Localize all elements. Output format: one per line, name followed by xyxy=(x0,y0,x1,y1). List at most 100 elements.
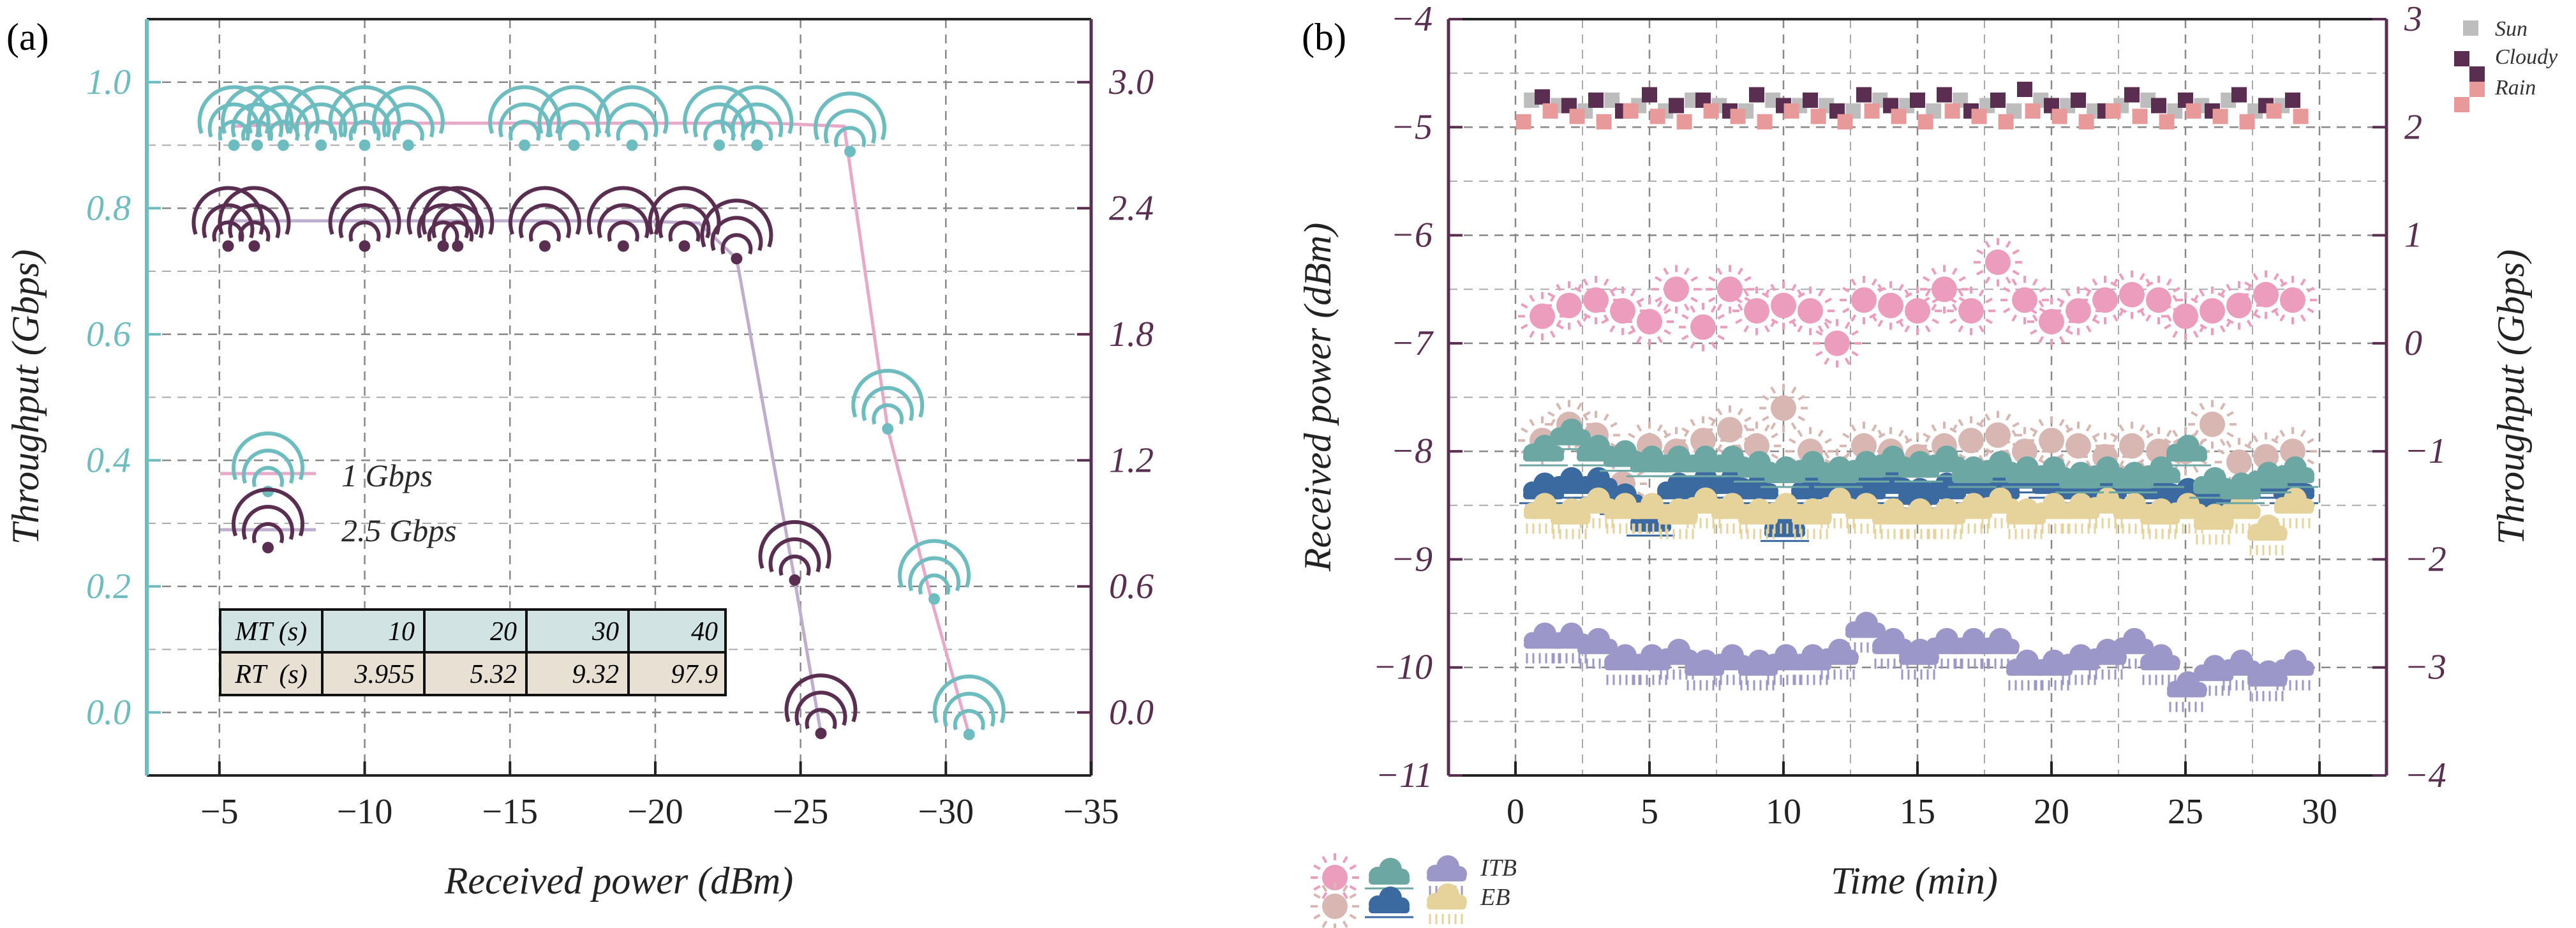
series-1gbps-point xyxy=(247,85,320,151)
legend-eb-label: EB xyxy=(1480,884,1510,911)
point-rain-itb xyxy=(1577,627,1618,669)
table-header-mt: MT (s) xyxy=(235,617,307,647)
throughput-cloudy-point xyxy=(1535,89,1550,105)
legend-2_5gbps-marker xyxy=(232,488,304,553)
panel-a-markers xyxy=(191,85,1006,740)
series-2_5gbps-point xyxy=(508,186,581,252)
throughput-rain-point xyxy=(1623,103,1639,119)
panel-b-ylabel-left: Received power (dBm) xyxy=(1297,223,1339,572)
panel-b-label: (b) xyxy=(1302,16,1346,58)
legend-rain-eb-glyph xyxy=(1427,883,1467,924)
panel-b-xtick-label: 10 xyxy=(1766,792,1801,832)
panel-a-xlabel: Received power (dBm) xyxy=(444,860,793,902)
panel-a-xtick-label: −20 xyxy=(627,792,683,832)
point-cloud-itb xyxy=(1546,418,1595,451)
series-1gbps-point xyxy=(328,85,401,151)
point-sun-itb xyxy=(2027,297,2076,346)
series-2_5gbps-point xyxy=(218,186,291,252)
point-sun-eb xyxy=(1759,384,1808,433)
point-rain-eb xyxy=(1631,493,1671,534)
series-2_5gbps-point xyxy=(758,520,831,586)
point-rain-itb xyxy=(1845,611,1886,653)
mt-rt-table: MT (s) 10 20 30 40 RT (s) 3.955 5.32 9.3… xyxy=(219,608,727,696)
throughput-rain-point xyxy=(1542,103,1558,119)
series-2_5gbps-point xyxy=(784,673,858,740)
panel-a-ytick-right-label: 3.0 xyxy=(1108,63,1154,102)
series-2_5gbps-point xyxy=(421,186,495,252)
point-rain-itb xyxy=(1872,627,1912,669)
panel-a-ytick-right-label: 1.2 xyxy=(1109,440,1154,480)
point-cloud-itb xyxy=(2270,456,2318,488)
panel-a-ytick-left-label: 0.8 xyxy=(86,188,131,228)
point-cloud-itb xyxy=(1921,445,1970,477)
legend-rain-swatch xyxy=(2469,82,2485,97)
throughput-cloudy-point xyxy=(1856,87,1872,103)
panel-b-ytick-left-label: −7 xyxy=(1390,324,1434,363)
panel-b-xlabel: Time (min) xyxy=(1831,860,1998,902)
point-rain-eb xyxy=(1524,493,1564,534)
series-2_5gbps-point xyxy=(700,198,773,265)
panel-b-ytick-right-label: −4 xyxy=(2404,756,2446,795)
panel-b-ytick-right-label: 0 xyxy=(2404,324,2422,363)
panel-b: (b) 0 5 10 15 20 25 30−11−10−9−8−7−6−5−4−4−3−2… xyxy=(1297,0,2558,928)
throughput-rain-point xyxy=(1515,114,1531,130)
panel-a-xtick-label: −25 xyxy=(773,792,829,832)
table-cell-rt-1 xyxy=(423,651,528,696)
panel-a-xtick-label: −15 xyxy=(482,792,538,832)
throughput-rain-point xyxy=(1891,109,1907,124)
panel-a-label: (a) xyxy=(6,16,49,58)
throughput-rain-point xyxy=(1783,103,1799,119)
throughput-rain-point xyxy=(1998,114,2014,130)
panel-a-xtick-label: −30 xyxy=(918,792,974,832)
panel-a-xtick-label: −5 xyxy=(200,792,239,832)
table-header-cell-rt xyxy=(219,651,324,696)
point-cloud-itb xyxy=(2163,435,2211,467)
series-2_5gbps-point xyxy=(648,186,721,252)
throughput-cloudy-point xyxy=(1910,92,1925,108)
table-mt-value: 20 xyxy=(490,617,517,647)
throughput-rain-point xyxy=(1757,114,1773,130)
point-sun-itb xyxy=(1598,287,1647,336)
series-2_5gbps-point xyxy=(328,186,401,252)
series-1gbps-point xyxy=(371,85,445,151)
throughput-cloudy-point xyxy=(1749,87,1764,103)
legend-rain-label: Rain xyxy=(2494,76,2536,100)
point-rain-eb xyxy=(2006,498,2046,539)
legend-rain-swatch xyxy=(2454,97,2469,112)
point-rain-itb xyxy=(1979,627,2020,669)
point-cloud-itb xyxy=(2136,456,2184,488)
throughput-rain-point xyxy=(2025,103,2041,119)
panel-b-ytick-left-label: −11 xyxy=(1375,756,1433,795)
throughput-rain-point xyxy=(2105,103,2121,119)
panel-b-ylabel-right: Throughput (Gbps) xyxy=(2490,250,2532,545)
throughput-rain-point xyxy=(1810,109,1826,124)
series-1gbps-point xyxy=(537,85,611,151)
point-sun-itb xyxy=(1652,265,1701,314)
panel-b-ytick-right-label: −2 xyxy=(2404,539,2446,579)
panel-a: (a) −5 −10 −15 −20 −25 −30 −35 0.0 0.2 0.4 0.6 0.8 1… xyxy=(4,16,1154,902)
panel-a-ytick-left-label: 0.4 xyxy=(86,440,131,480)
throughput-rain-point xyxy=(2078,114,2094,130)
panel-b-ytick-right-label: 2 xyxy=(2404,107,2422,147)
point-sun-itb xyxy=(2054,287,2103,336)
panel-b-xtick-label: 15 xyxy=(1900,792,1935,832)
panel-b-ytick-left-label: −9 xyxy=(1390,539,1433,579)
panel-b-ytick-left-label: −8 xyxy=(1390,431,1433,471)
panel-a-xtick-label: −35 xyxy=(1063,792,1119,832)
throughput-rain-point xyxy=(2293,109,2309,124)
legend-itb-label: ITB xyxy=(1480,855,1517,881)
throughput-cloudy-point xyxy=(1588,92,1604,108)
legend-sun-itb-glyph xyxy=(1311,853,1359,902)
legend-cloudy-label: Cloudy xyxy=(2495,45,2558,69)
panel-b-legend-bottom: ITB EB xyxy=(1311,853,1517,928)
panel-b-ytick-right-label: 1 xyxy=(2404,216,2422,255)
panel-b-xtick-label: 30 xyxy=(2302,792,2337,832)
table-cell-rt-3 xyxy=(627,651,727,696)
table-header-rt: RT (s) xyxy=(234,660,308,689)
point-sun-itb xyxy=(1679,303,1727,352)
throughput-rain-point xyxy=(1649,109,1665,124)
throughput-rain-point xyxy=(1917,114,1933,130)
legend-sun-label: Sun xyxy=(2495,17,2528,41)
point-sun-itb xyxy=(1706,265,1754,314)
